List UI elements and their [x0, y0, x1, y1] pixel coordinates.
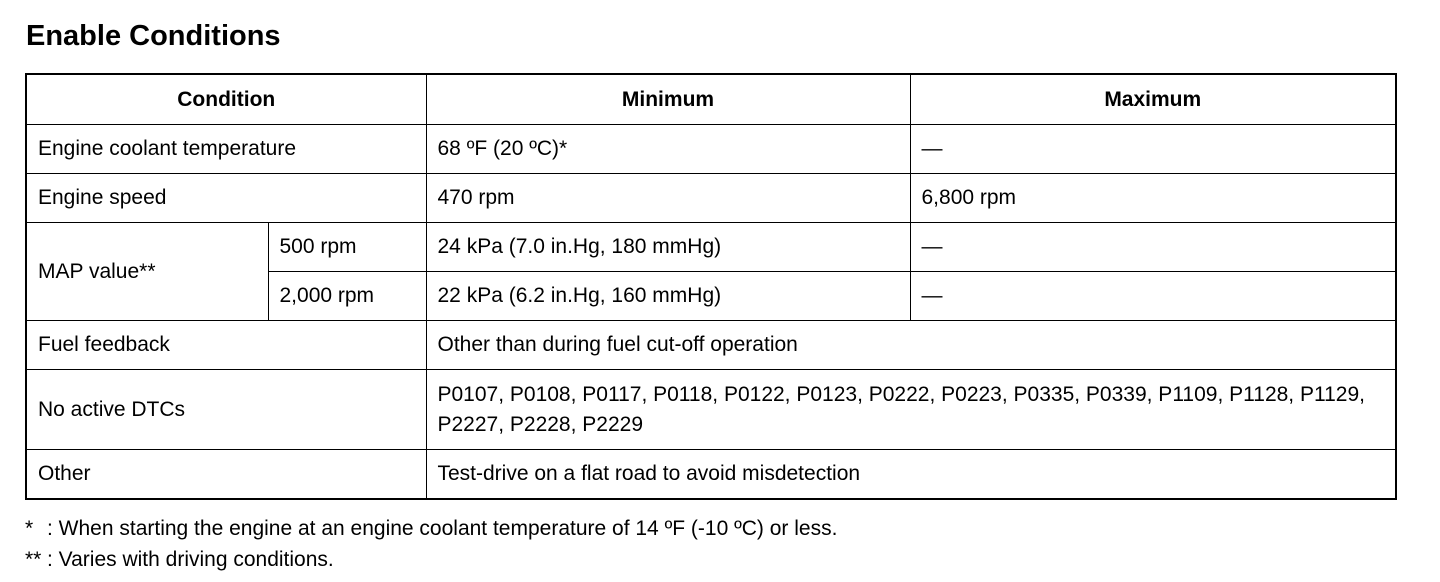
cell: Engine coolant temperature	[25, 124, 427, 174]
cell: 68 ºF (20 ºC)*	[425, 124, 911, 174]
cell: Other	[25, 449, 427, 500]
cell: 6,800 rpm	[909, 173, 1397, 223]
footnote-mark: **	[25, 548, 42, 571]
footnote: **: Varies with driving conditions.	[25, 548, 334, 572]
header-cell: Maximum	[909, 73, 1397, 125]
title: Enable Conditions	[26, 20, 281, 52]
cell: 2,000 rpm	[267, 271, 427, 321]
cell: 470 rpm	[425, 173, 911, 223]
header-cell: Minimum	[425, 73, 911, 125]
conditions-table: Condition Minimum Maximum Engine coolant…	[25, 73, 1397, 500]
cell: P0107, P0108, P0117, P0118, P0122, P0123…	[425, 369, 1397, 450]
cell: —	[909, 271, 1397, 321]
footnote-text: : Varies with driving conditions.	[47, 548, 334, 571]
cell: Test-drive on a flat road to avoid misde…	[425, 449, 1397, 500]
cell: Other than during fuel cut-off operation	[425, 320, 1397, 370]
cell: Engine speed	[25, 173, 427, 223]
footnote: * : When starting the engine at an engine…	[25, 517, 837, 541]
cell: MAP value**	[25, 222, 269, 321]
footnote-mark: *	[25, 517, 34, 540]
cell: 22 kPa (6.2 in.Hg, 160 mmHg)	[425, 271, 911, 321]
cell: No active DTCs	[25, 369, 427, 450]
cell: 500 rpm	[267, 222, 427, 272]
cell: Fuel feedback	[25, 320, 427, 370]
cell: 24 kPa (7.0 in.Hg, 180 mmHg)	[425, 222, 911, 272]
footnote-text: : When starting the engine at an engine …	[47, 517, 838, 540]
cell: —	[909, 124, 1397, 174]
header-cell: Condition	[25, 73, 427, 125]
cell: —	[909, 222, 1397, 272]
